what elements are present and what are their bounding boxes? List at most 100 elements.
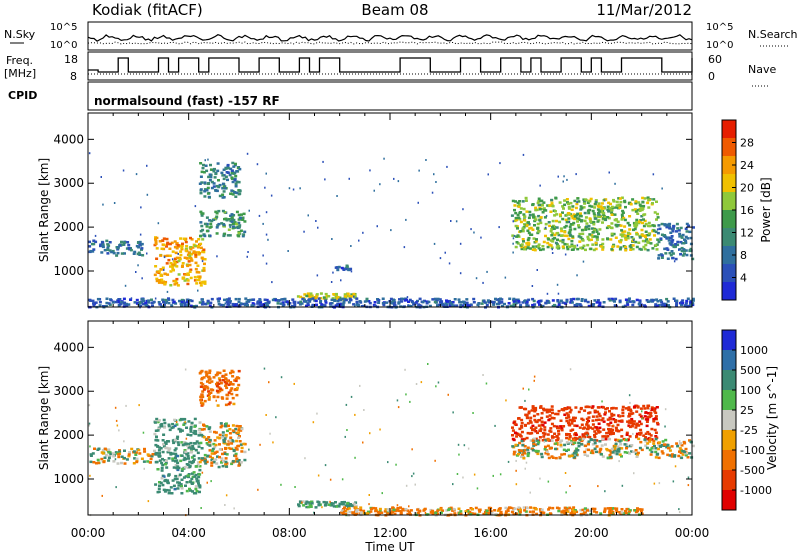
power-cell [203, 262, 206, 266]
velocity-cell [547, 408, 551, 412]
power-cell [288, 302, 292, 305]
velocity-cell [529, 439, 533, 442]
velocity-cell [216, 391, 220, 394]
velocity-cell [552, 424, 556, 428]
power-cell [668, 222, 672, 226]
power-cell [632, 237, 635, 241]
velocity-cell [189, 451, 193, 454]
velocity-cell [568, 406, 572, 409]
velocity-cell [629, 409, 633, 413]
power-cell [333, 299, 337, 302]
power-cell [421, 300, 425, 304]
velocity-cell [194, 448, 198, 452]
power-cell [537, 299, 541, 303]
velocity-cell [683, 442, 687, 445]
velocity-cell [609, 451, 613, 454]
power-cell [562, 246, 566, 250]
power-cell [590, 234, 594, 237]
power-cell [655, 200, 658, 203]
power-cell [539, 299, 543, 302]
power-cell [283, 297, 287, 301]
power-cell [514, 200, 517, 203]
power-cell [594, 228, 598, 232]
power-cell [355, 297, 359, 300]
velocity-cell [123, 456, 126, 460]
velocity-speckle [341, 478, 344, 481]
power-cell [174, 302, 178, 305]
velocity-cell [167, 449, 171, 452]
power-cell [576, 220, 579, 223]
velocity-speckle [272, 441, 274, 444]
power-cell [688, 249, 692, 253]
power-cell [604, 198, 608, 201]
power-cell [537, 247, 541, 250]
velocity-cell [591, 451, 595, 455]
velocity-speckle [265, 414, 267, 416]
power-cell [646, 300, 650, 303]
velocity-cell [178, 481, 181, 484]
power-cell [563, 199, 567, 202]
power-cell [644, 230, 648, 233]
power-cell [667, 304, 670, 307]
velocity-cell [158, 452, 161, 455]
power-cell [593, 206, 597, 209]
power-cell [436, 297, 440, 301]
power-cell [557, 303, 561, 306]
power-cell [668, 236, 672, 240]
power-cell [161, 298, 165, 301]
power-cell [98, 304, 102, 307]
velocity-cell [231, 424, 235, 427]
velocity-cell [590, 449, 594, 452]
velocity-cell [219, 425, 223, 429]
velocity-cell [198, 372, 202, 375]
velocity-cell [194, 487, 198, 491]
power-cell [252, 298, 256, 301]
power-speckle [299, 187, 301, 190]
power-cell [199, 210, 203, 214]
velocity-cell [234, 427, 238, 431]
velocity-cell [600, 418, 604, 422]
power-cell [445, 299, 448, 302]
power-cell [539, 216, 543, 219]
power-speckle [276, 299, 278, 302]
power-cell [137, 303, 141, 306]
velocity-speckle [293, 382, 295, 385]
power-speckle [265, 211, 268, 214]
power-cell [222, 190, 226, 193]
velocity-cell [670, 445, 674, 448]
velocity-cell [184, 475, 188, 478]
velocity-cell [317, 503, 321, 507]
power-speckle [292, 188, 295, 191]
velocity-cell [161, 450, 165, 454]
power-cell [515, 218, 519, 222]
power-cell [642, 218, 645, 221]
velocity-cell [123, 462, 127, 465]
power-cell [188, 263, 192, 267]
power-cell [577, 235, 581, 238]
power-cell [542, 207, 546, 210]
power-cell [544, 234, 547, 238]
power-cell [533, 303, 537, 306]
power-speckle [433, 242, 436, 245]
velocity-cell [235, 393, 239, 397]
velocity-cell [169, 453, 173, 456]
power-cell [157, 281, 161, 284]
colorbar-swatch [722, 430, 736, 451]
velocity-cell [557, 509, 561, 513]
power-cell [194, 251, 198, 254]
velocity-cell [214, 431, 218, 434]
power-cell [237, 231, 241, 235]
velocity-cell [544, 439, 547, 442]
power-cell [590, 303, 594, 306]
velocity-cell [310, 500, 313, 504]
time-axis: 00:00 04:00 08:00 12:00 16:00 20:00 00:00 [71, 526, 710, 540]
velocity-cell [225, 465, 229, 468]
power-cell [514, 298, 518, 302]
power-cell [556, 244, 560, 248]
power-cell [524, 196, 528, 200]
velocity-cell [624, 407, 628, 410]
velocity-cell [569, 441, 573, 444]
power-cell [179, 253, 183, 257]
velocity-cell [607, 427, 610, 431]
power-cell [668, 242, 672, 245]
